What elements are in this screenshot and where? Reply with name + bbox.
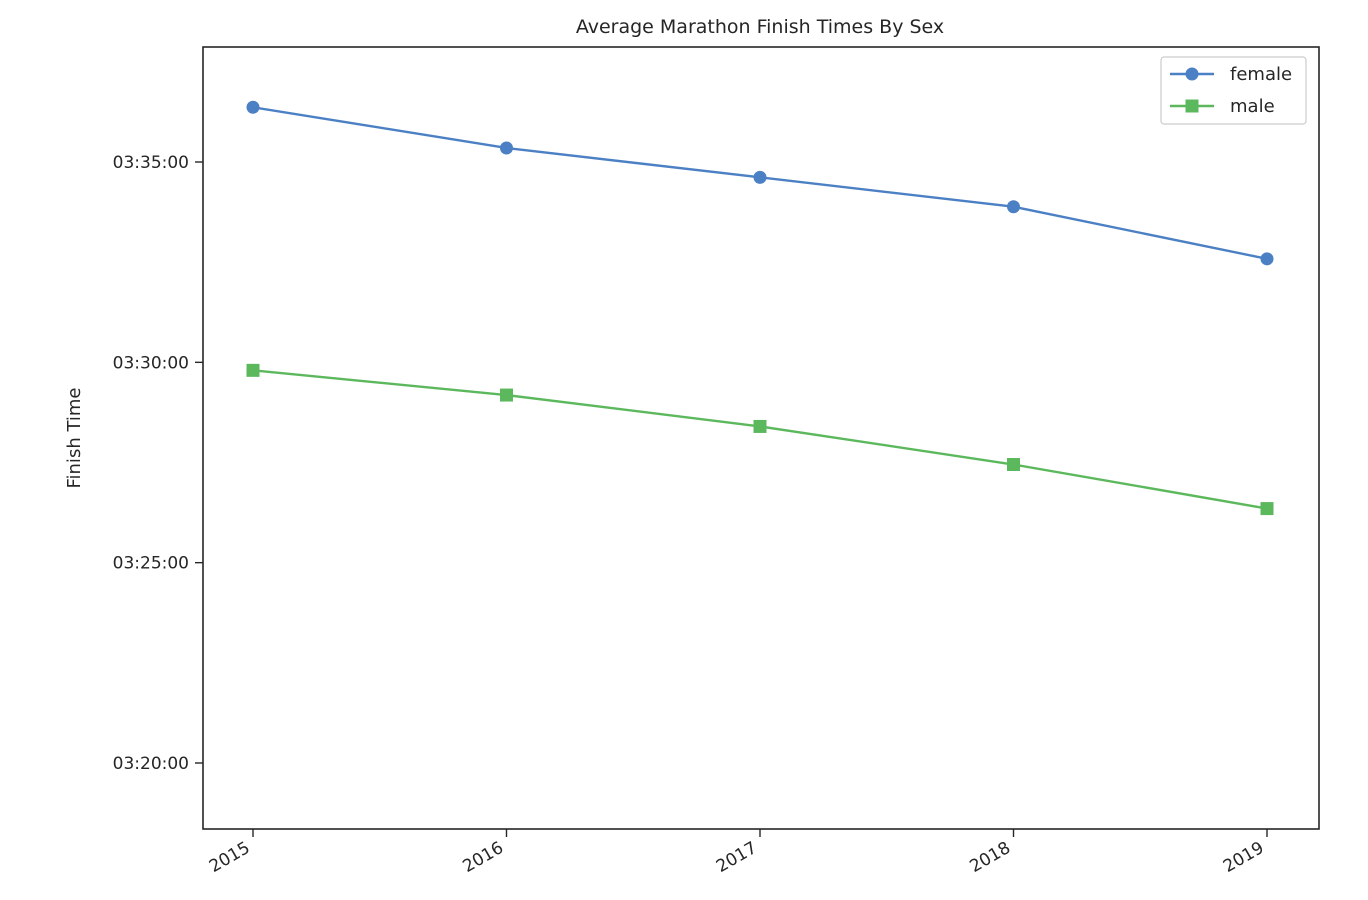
data-point-female — [1260, 252, 1274, 266]
y-tick-label: 03:20:00 — [113, 754, 189, 774]
x-tick-label: 2018 — [967, 838, 1014, 877]
y-tick-label: 03:35:00 — [113, 153, 189, 173]
data-point-female — [500, 141, 513, 155]
data-point-male — [1007, 458, 1020, 472]
chart-title: Average Marathon Finish Times By Sex — [576, 16, 944, 38]
x-axis-ticks: 2015 2016 2017 2018 2019 — [206, 829, 1268, 877]
data-point-male — [753, 419, 767, 433]
data-point-female — [246, 100, 260, 114]
data-point-male — [246, 363, 260, 377]
x-tick-label: 2019 — [1220, 838, 1267, 877]
data-point-male — [1260, 502, 1274, 516]
y-axis-label: Finish Time — [64, 387, 85, 488]
plot-area — [202, 46, 1320, 830]
y-axis-ticks: 03:20:00 03:25:00 03:30:00 03:35:00 — [113, 153, 203, 774]
x-tick-label: 2017 — [713, 838, 760, 877]
series-layer — [246, 100, 1274, 516]
legend-label-male: male — [1230, 96, 1275, 117]
data-point-female — [1007, 200, 1020, 214]
y-tick-label: 03:25:00 — [113, 554, 189, 574]
legend-marker-female — [1185, 67, 1199, 81]
data-point-female — [753, 170, 767, 184]
y-tick-label: 03:30:00 — [113, 353, 189, 373]
legend: female male — [1160, 56, 1307, 125]
x-tick-label: 2016 — [460, 838, 507, 877]
data-point-male — [500, 388, 513, 402]
legend-marker-male — [1185, 99, 1199, 113]
legend-label-female: female — [1230, 64, 1292, 85]
x-tick-label: 2015 — [206, 838, 253, 877]
